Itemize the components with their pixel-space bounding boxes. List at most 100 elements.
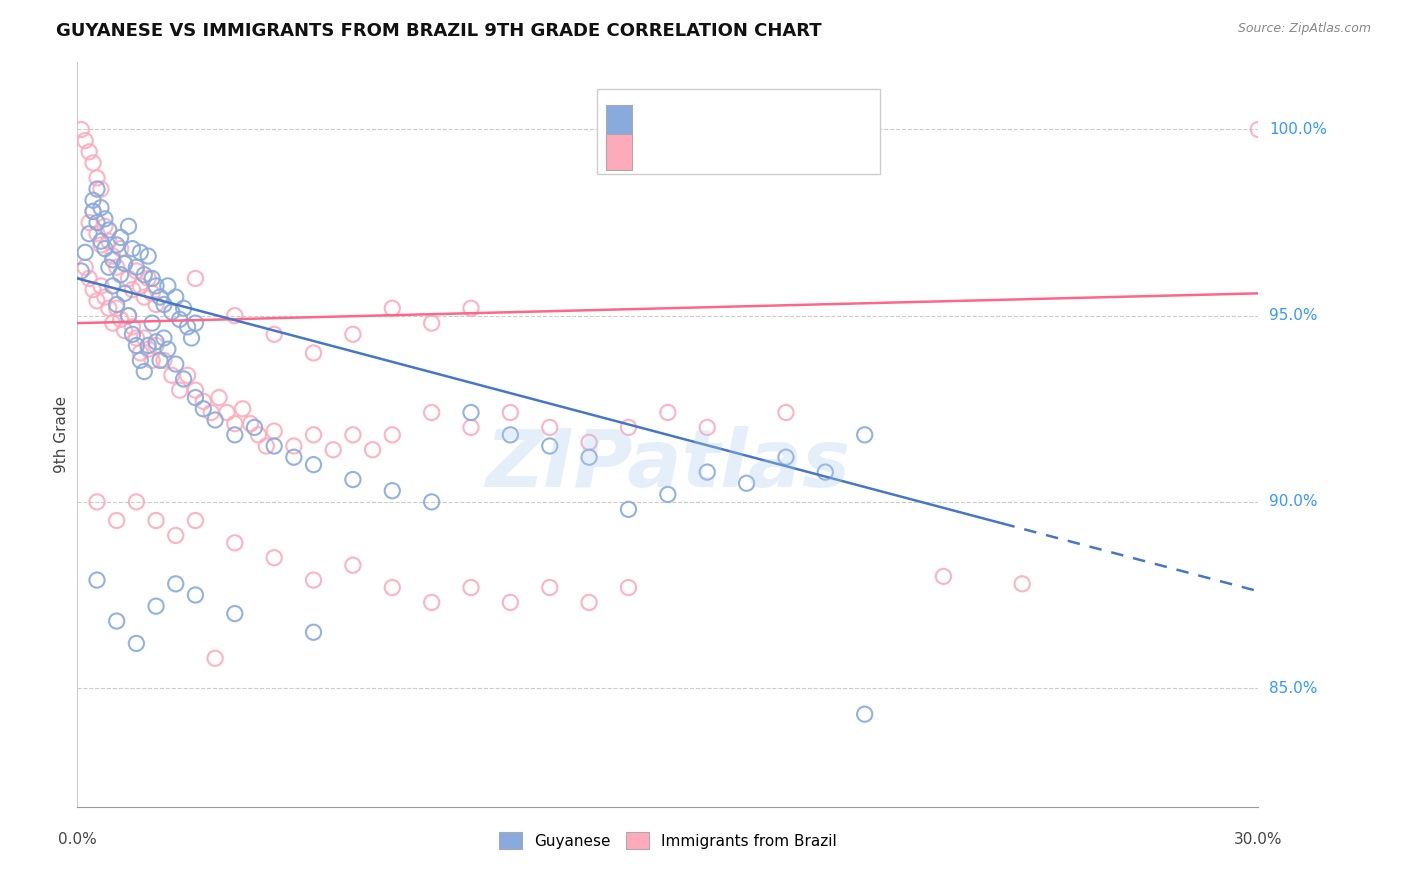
Point	[86, 170, 108, 185]
Point	[86, 216, 108, 230]
Text: N =: N =	[762, 115, 796, 130]
Point	[145, 599, 167, 614]
Point	[499, 427, 522, 442]
Point	[141, 286, 163, 301]
Point	[263, 439, 285, 453]
Point	[775, 405, 797, 419]
Point	[125, 338, 148, 352]
Point	[173, 372, 195, 386]
Point	[853, 707, 876, 722]
Point	[302, 573, 325, 587]
Point	[117, 309, 139, 323]
Text: 85.0%: 85.0%	[1270, 681, 1317, 696]
Point	[134, 268, 156, 282]
Point	[145, 297, 167, 311]
Point	[90, 238, 112, 252]
Text: -0.316: -0.316	[689, 114, 748, 132]
Text: GUYANESE VS IMMIGRANTS FROM BRAZIL 9TH GRADE CORRELATION CHART: GUYANESE VS IMMIGRANTS FROM BRAZIL 9TH G…	[56, 22, 823, 40]
Point	[75, 134, 97, 148]
Point	[735, 476, 758, 491]
Point	[617, 502, 640, 516]
Point	[165, 357, 187, 371]
Point	[114, 256, 136, 270]
Point	[121, 283, 143, 297]
Point	[224, 417, 246, 431]
Point	[814, 465, 837, 479]
Point	[224, 309, 246, 323]
Point	[283, 450, 305, 465]
Point	[70, 122, 93, 136]
Text: Source: ZipAtlas.com: Source: ZipAtlas.com	[1237, 22, 1371, 36]
Point	[82, 204, 104, 219]
Point	[173, 301, 195, 316]
Point	[75, 260, 97, 275]
Point	[381, 427, 404, 442]
Point	[90, 182, 112, 196]
Point	[75, 245, 97, 260]
Point	[538, 581, 561, 595]
Point	[97, 260, 120, 275]
Point	[460, 420, 482, 434]
Point	[578, 595, 600, 609]
Point	[420, 316, 443, 330]
Point	[775, 450, 797, 465]
Text: R =: R =	[643, 145, 675, 160]
Point	[145, 334, 167, 349]
Y-axis label: 9th Grade: 9th Grade	[53, 396, 69, 474]
Point	[145, 279, 167, 293]
Point	[224, 607, 246, 621]
Point	[136, 338, 159, 352]
Point	[302, 346, 325, 360]
Point	[134, 290, 156, 304]
Text: 30.0%: 30.0%	[1234, 832, 1282, 847]
Point	[114, 286, 136, 301]
Point	[153, 331, 176, 345]
Point	[117, 309, 139, 323]
Point	[342, 473, 364, 487]
Point	[82, 193, 104, 207]
Text: R =: R =	[643, 115, 675, 130]
Text: 79: 79	[807, 114, 831, 132]
Point	[1011, 577, 1033, 591]
Point	[136, 271, 159, 285]
Point	[136, 342, 159, 356]
Point	[134, 331, 156, 345]
Point	[193, 394, 215, 409]
Point	[82, 283, 104, 297]
Text: 100.0%: 100.0%	[1270, 122, 1327, 137]
Point	[176, 368, 198, 383]
Point	[156, 279, 179, 293]
Point	[110, 230, 132, 244]
Text: 120: 120	[807, 143, 842, 161]
Point	[86, 227, 108, 241]
Point	[105, 238, 128, 252]
Point	[853, 427, 876, 442]
Point	[121, 242, 143, 256]
Point	[932, 569, 955, 583]
Point	[160, 368, 183, 383]
Point	[94, 219, 117, 234]
Point	[77, 145, 100, 159]
Point	[125, 495, 148, 509]
Point	[110, 268, 132, 282]
Point	[342, 427, 364, 442]
Point	[184, 316, 207, 330]
Point	[302, 458, 325, 472]
Point	[617, 581, 640, 595]
Point	[125, 636, 148, 650]
Point	[129, 353, 152, 368]
Point	[302, 427, 325, 442]
Point	[105, 297, 128, 311]
Point	[82, 204, 104, 219]
Point	[302, 625, 325, 640]
Point	[204, 413, 226, 427]
Point	[101, 316, 124, 330]
Point	[129, 346, 152, 360]
Legend: Guyanese, Immigrants from Brazil: Guyanese, Immigrants from Brazil	[494, 826, 842, 855]
Point	[121, 327, 143, 342]
Point	[169, 383, 191, 397]
FancyBboxPatch shape	[606, 134, 633, 169]
Point	[141, 316, 163, 330]
Point	[101, 249, 124, 263]
Point	[97, 234, 120, 248]
